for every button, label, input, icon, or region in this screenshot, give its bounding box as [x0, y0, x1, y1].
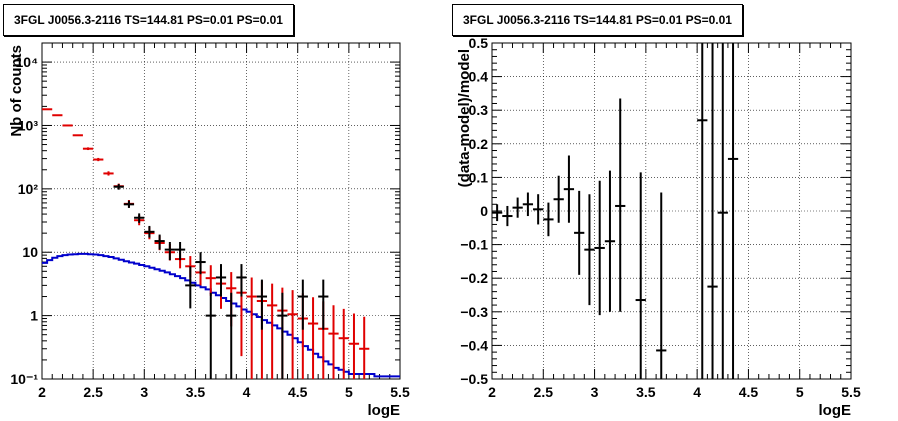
left-plot-area	[42, 108, 400, 379]
right-x-tick-label: 5.5	[841, 384, 861, 400]
right-x-tick-label: 2.5	[534, 384, 554, 400]
left-plot-panel: 2 2.5 3 3.5 4 4.5 5 5.5 10⁻¹ 1 10 10² 10³ 10⁴ logE Nb o…	[8, 42, 410, 419]
left-x-tick-label: 5.5	[390, 384, 410, 400]
left-y-tick-label: 10	[22, 244, 38, 260]
right-x-tick-label: 4.5	[739, 384, 759, 400]
right-y-tick-label: 0.4	[469, 69, 489, 85]
left-x-tick-label: 2.5	[83, 384, 103, 400]
right-x-axis-label: logE	[819, 402, 852, 419]
left-plot-frame	[41, 42, 401, 380]
right-plot-area	[492, 43, 739, 379]
left-y-tick-label: 1	[30, 308, 38, 324]
right-y-tick-label: −0.4	[460, 337, 488, 353]
right-y-tick-label: 0.1	[469, 169, 489, 185]
left-y-tick-label: 10⁻¹	[10, 371, 38, 387]
left-x-tick-label: 5	[345, 384, 353, 400]
right-y-tick-label: 0.3	[469, 102, 489, 118]
right-y-tick-label: 0	[480, 203, 488, 219]
left-y-tick-label: 10⁴	[16, 54, 39, 70]
left-y-axis-label: Nb of counts	[8, 45, 25, 137]
left-y-tick-label: 10²	[18, 181, 39, 197]
right-y-tick-label: −0.3	[460, 304, 488, 320]
left-x-tick-label: 3	[140, 384, 148, 400]
right-y-tick-label: 0.5	[469, 35, 489, 51]
right-x-tick-label: 2	[488, 384, 496, 400]
right-y-tick-label: −0.5	[460, 371, 488, 387]
right-y-axis-label: (data-model)/model	[456, 49, 473, 187]
right-y-tick-label: −0.2	[460, 270, 488, 286]
right-plot-panel: 2 2.5 3 3.5 4 4.5 5 5.5 −0.5 −0.4 −0.3 −0.2 −0.1 0 0.1…	[456, 35, 861, 419]
left-plot-title: 3FGL J0056.3-2116 TS=144.81 PS=0.01 PS=0…	[3, 4, 294, 36]
right-x-tick-label: 3.5	[636, 384, 656, 400]
left-x-tick-label: 4.5	[288, 384, 308, 400]
right-y-tick-label: 0.2	[469, 136, 489, 152]
right-x-tick-label: 4	[693, 384, 701, 400]
right-y-tick-label: −0.1	[460, 237, 488, 253]
left-x-tick-label: 3.5	[186, 384, 206, 400]
right-x-tick-label: 5	[796, 384, 804, 400]
left-x-tick-label: 2	[38, 384, 46, 400]
right-x-tick-label: 3	[591, 384, 599, 400]
left-y-tick-label: 10³	[18, 117, 39, 133]
right-plot-frame	[491, 42, 852, 380]
left-x-axis-label: logE	[368, 402, 401, 419]
left-x-tick-label: 4	[243, 384, 251, 400]
right-plot-title: 3FGL J0056.3-2116 TS=144.81 PS=0.01 PS=0…	[452, 4, 743, 36]
